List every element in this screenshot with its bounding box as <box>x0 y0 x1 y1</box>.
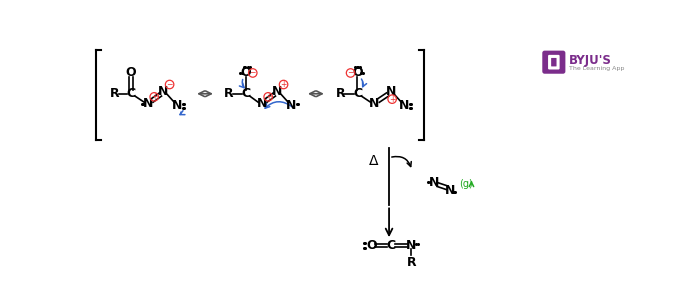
Text: N: N <box>273 85 283 98</box>
Text: C: C <box>127 87 136 100</box>
Text: +: + <box>151 92 157 101</box>
Text: O: O <box>352 67 363 80</box>
Text: R: R <box>407 256 416 269</box>
FancyBboxPatch shape <box>542 51 565 74</box>
Text: −: − <box>347 68 354 77</box>
Text: N: N <box>143 97 153 110</box>
Text: O: O <box>366 239 377 252</box>
Text: BYJU'S: BYJU'S <box>570 54 612 67</box>
Text: −: − <box>250 68 256 77</box>
Text: N: N <box>429 176 439 189</box>
Text: N: N <box>406 239 416 252</box>
Text: O: O <box>126 67 136 80</box>
Text: The Learning App: The Learning App <box>570 66 624 71</box>
Text: Δ: Δ <box>369 154 378 168</box>
Text: N: N <box>370 97 380 110</box>
FancyBboxPatch shape <box>548 55 559 70</box>
Text: −: − <box>166 80 173 89</box>
Text: O: O <box>241 67 251 80</box>
Text: N: N <box>158 85 169 98</box>
Text: +: + <box>389 94 395 103</box>
FancyBboxPatch shape <box>551 58 557 66</box>
Text: +: + <box>265 92 271 101</box>
Text: N: N <box>445 184 455 196</box>
Text: N: N <box>172 99 182 112</box>
Text: N: N <box>286 99 296 112</box>
Text: R: R <box>336 87 345 100</box>
Text: N: N <box>385 85 396 98</box>
Text: N: N <box>257 97 267 110</box>
Text: R: R <box>224 87 234 100</box>
Text: C: C <box>353 87 362 100</box>
Text: (g): (g) <box>459 179 473 189</box>
Text: N: N <box>399 99 410 112</box>
Text: +: + <box>281 80 287 89</box>
Text: R: R <box>110 87 120 100</box>
Text: C: C <box>387 239 396 252</box>
Text: C: C <box>241 87 250 100</box>
